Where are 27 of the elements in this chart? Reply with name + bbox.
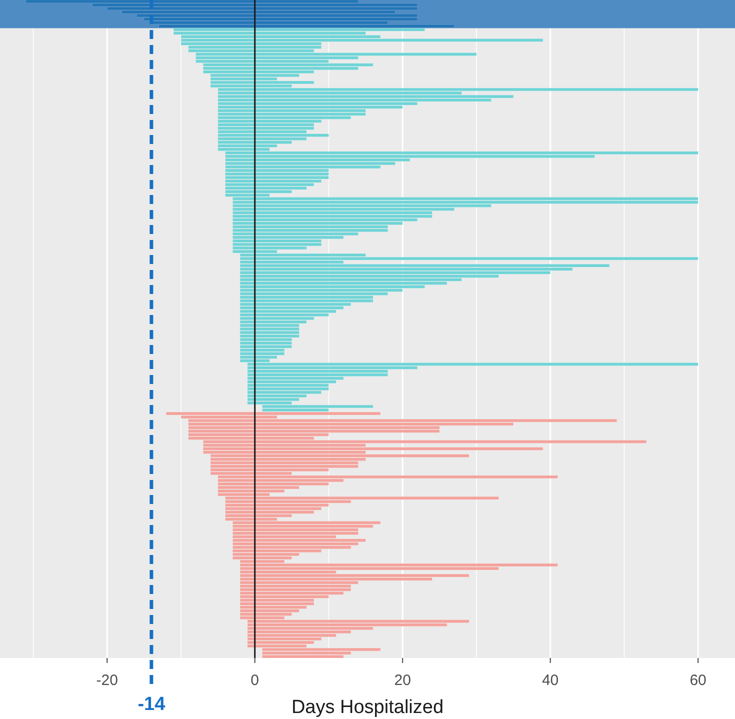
x-tick-label: -20 xyxy=(96,672,118,689)
bar xyxy=(240,602,314,606)
bar xyxy=(240,341,292,345)
ref-line-label: -14 xyxy=(138,694,166,715)
bar xyxy=(240,327,300,331)
x-tick-label: 60 xyxy=(690,672,706,689)
bar xyxy=(232,228,388,232)
bar xyxy=(218,112,366,116)
bar xyxy=(232,214,432,218)
bar xyxy=(218,126,314,130)
x-axis-title: Days Hospitalized xyxy=(291,697,444,718)
bar xyxy=(232,538,366,542)
bar xyxy=(247,373,388,376)
bar xyxy=(240,334,300,338)
bar xyxy=(240,588,352,592)
bar xyxy=(210,464,358,468)
x-tick-label: 20 xyxy=(394,672,411,689)
bar xyxy=(225,172,329,176)
x-tick-label: 0 xyxy=(250,672,260,689)
bar xyxy=(232,242,322,246)
bar xyxy=(240,299,374,302)
x-tick-label: 40 xyxy=(542,672,559,689)
bar xyxy=(240,330,300,334)
bar xyxy=(232,532,358,535)
bar xyxy=(240,345,292,348)
bar xyxy=(210,80,314,84)
bar xyxy=(240,352,285,356)
